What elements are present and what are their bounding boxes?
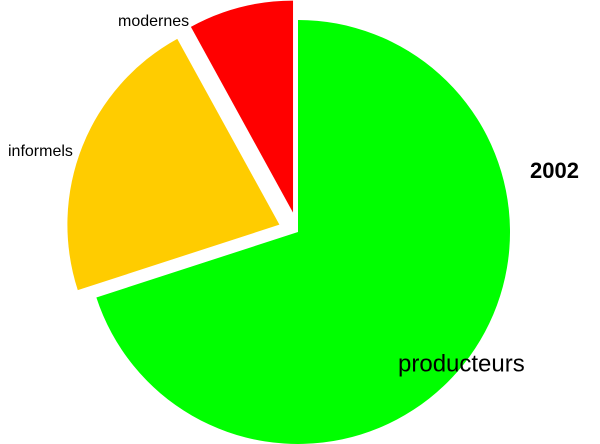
chart-title: 2002 <box>530 158 579 183</box>
pie-slice <box>67 38 280 291</box>
pie-slice <box>96 20 510 444</box>
slice-label: modernes <box>118 13 189 30</box>
pie-slice <box>190 0 294 213</box>
slice-label: producteurs <box>398 350 525 377</box>
slice-label: informels <box>8 143 73 160</box>
